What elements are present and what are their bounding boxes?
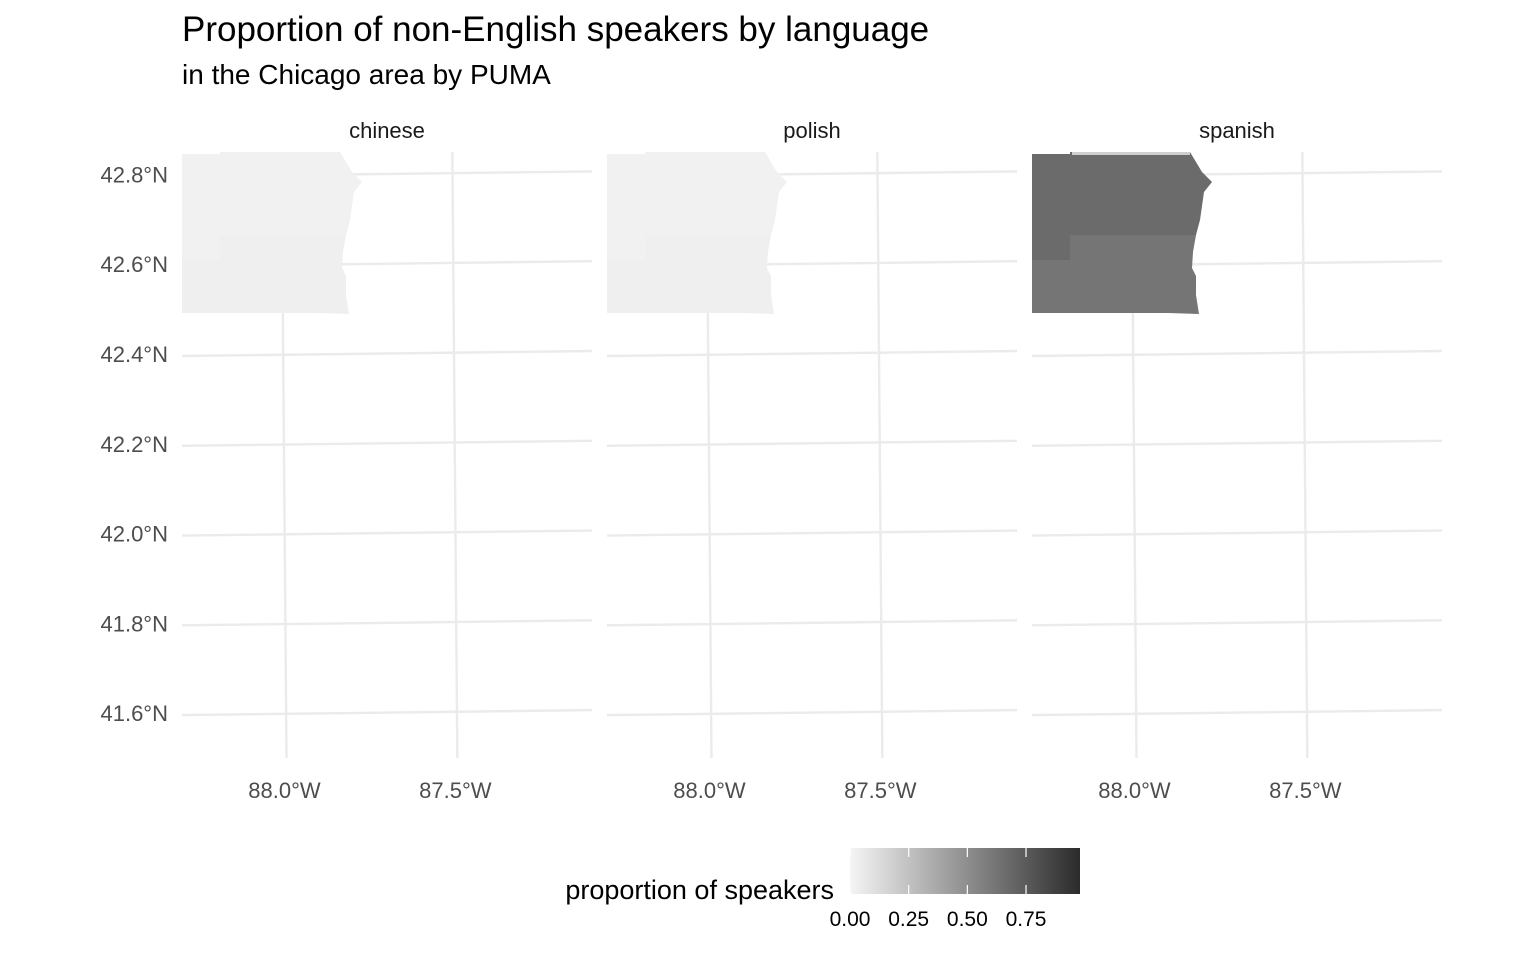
legend-title: proportion of speakers	[565, 875, 834, 905]
facet-panel-spanish: spanish 88.0°W 87.5°W	[1031, 118, 1443, 803]
graticule-lat	[181, 529, 593, 537]
graticule-lat	[181, 708, 593, 717]
graticule-lat	[606, 529, 1018, 537]
x-tick-label: 87.5°W	[1269, 778, 1342, 803]
legend-colorbar	[850, 848, 1080, 894]
region-sliver-spanish	[1072, 152, 1190, 155]
graticule-lat	[181, 349, 593, 358]
region-south-chinese	[182, 235, 349, 314]
y-tick-label: 41.8°N	[100, 611, 168, 636]
facet-label-chinese: chinese	[349, 118, 425, 143]
facet-panel-polish: polish 88.0°W 87.5°W	[606, 118, 1018, 803]
region-north-polish	[607, 152, 787, 260]
y-tick-label: 42.8°N	[100, 162, 168, 187]
graticule-lat	[606, 619, 1018, 627]
y-tick-label: 42.6°N	[100, 252, 168, 277]
graticule-lat	[1031, 529, 1443, 537]
region-south-spanish	[1032, 235, 1199, 314]
graticule-lat	[606, 349, 1018, 358]
y-tick-label: 42.2°N	[100, 432, 168, 457]
y-tick-label: 42.0°N	[100, 522, 168, 547]
facet-label-spanish: spanish	[1199, 118, 1275, 143]
y-axis: 42.8°N 42.6°N 42.4°N 42.2°N 42.0°N 41.8°N 41.6…	[100, 162, 168, 726]
x-tick-label: 88.0°W	[248, 778, 321, 803]
x-tick-label: 88.0°W	[673, 778, 746, 803]
plot-title: Proportion of non-English speakers by la…	[182, 10, 930, 49]
y-tick-label: 42.4°N	[100, 342, 168, 367]
x-tick-label: 87.5°W	[844, 778, 917, 803]
region-south-polish	[607, 235, 774, 314]
legend: proportion of speakers 0.00 0.25 0.50 0.75	[565, 848, 1080, 931]
graticule-lat	[1031, 619, 1443, 627]
plot-subtitle: in the Chicago area by PUMA	[182, 59, 551, 90]
graticule-lon	[451, 151, 459, 759]
region-north-spanish	[1032, 152, 1212, 260]
graticule-lon	[1301, 151, 1309, 759]
facet-label-polish: polish	[783, 118, 840, 143]
x-tick-label: 88.0°W	[1098, 778, 1171, 803]
graticule-lat	[181, 439, 593, 447]
legend-tick-label: 0.50	[947, 908, 988, 931]
graticule-lat	[1031, 439, 1443, 447]
graticule-lat	[1031, 349, 1443, 358]
graticule-lat	[606, 708, 1018, 717]
x-tick-label: 87.5°W	[419, 778, 492, 803]
graticule-lon	[876, 151, 884, 759]
legend-tick-label: 0.25	[888, 908, 929, 931]
legend-tick-label: 0.00	[830, 908, 871, 931]
legend-tick-label: 0.75	[1006, 908, 1047, 931]
graticule-lat	[181, 619, 593, 627]
graticule-lat	[1031, 708, 1443, 717]
graticule-lat	[606, 439, 1018, 447]
y-tick-label: 41.6°N	[100, 701, 168, 726]
facet-panel-chinese: chinese 88.0°W 87.5°W	[181, 118, 593, 803]
region-north-chinese	[182, 152, 362, 260]
